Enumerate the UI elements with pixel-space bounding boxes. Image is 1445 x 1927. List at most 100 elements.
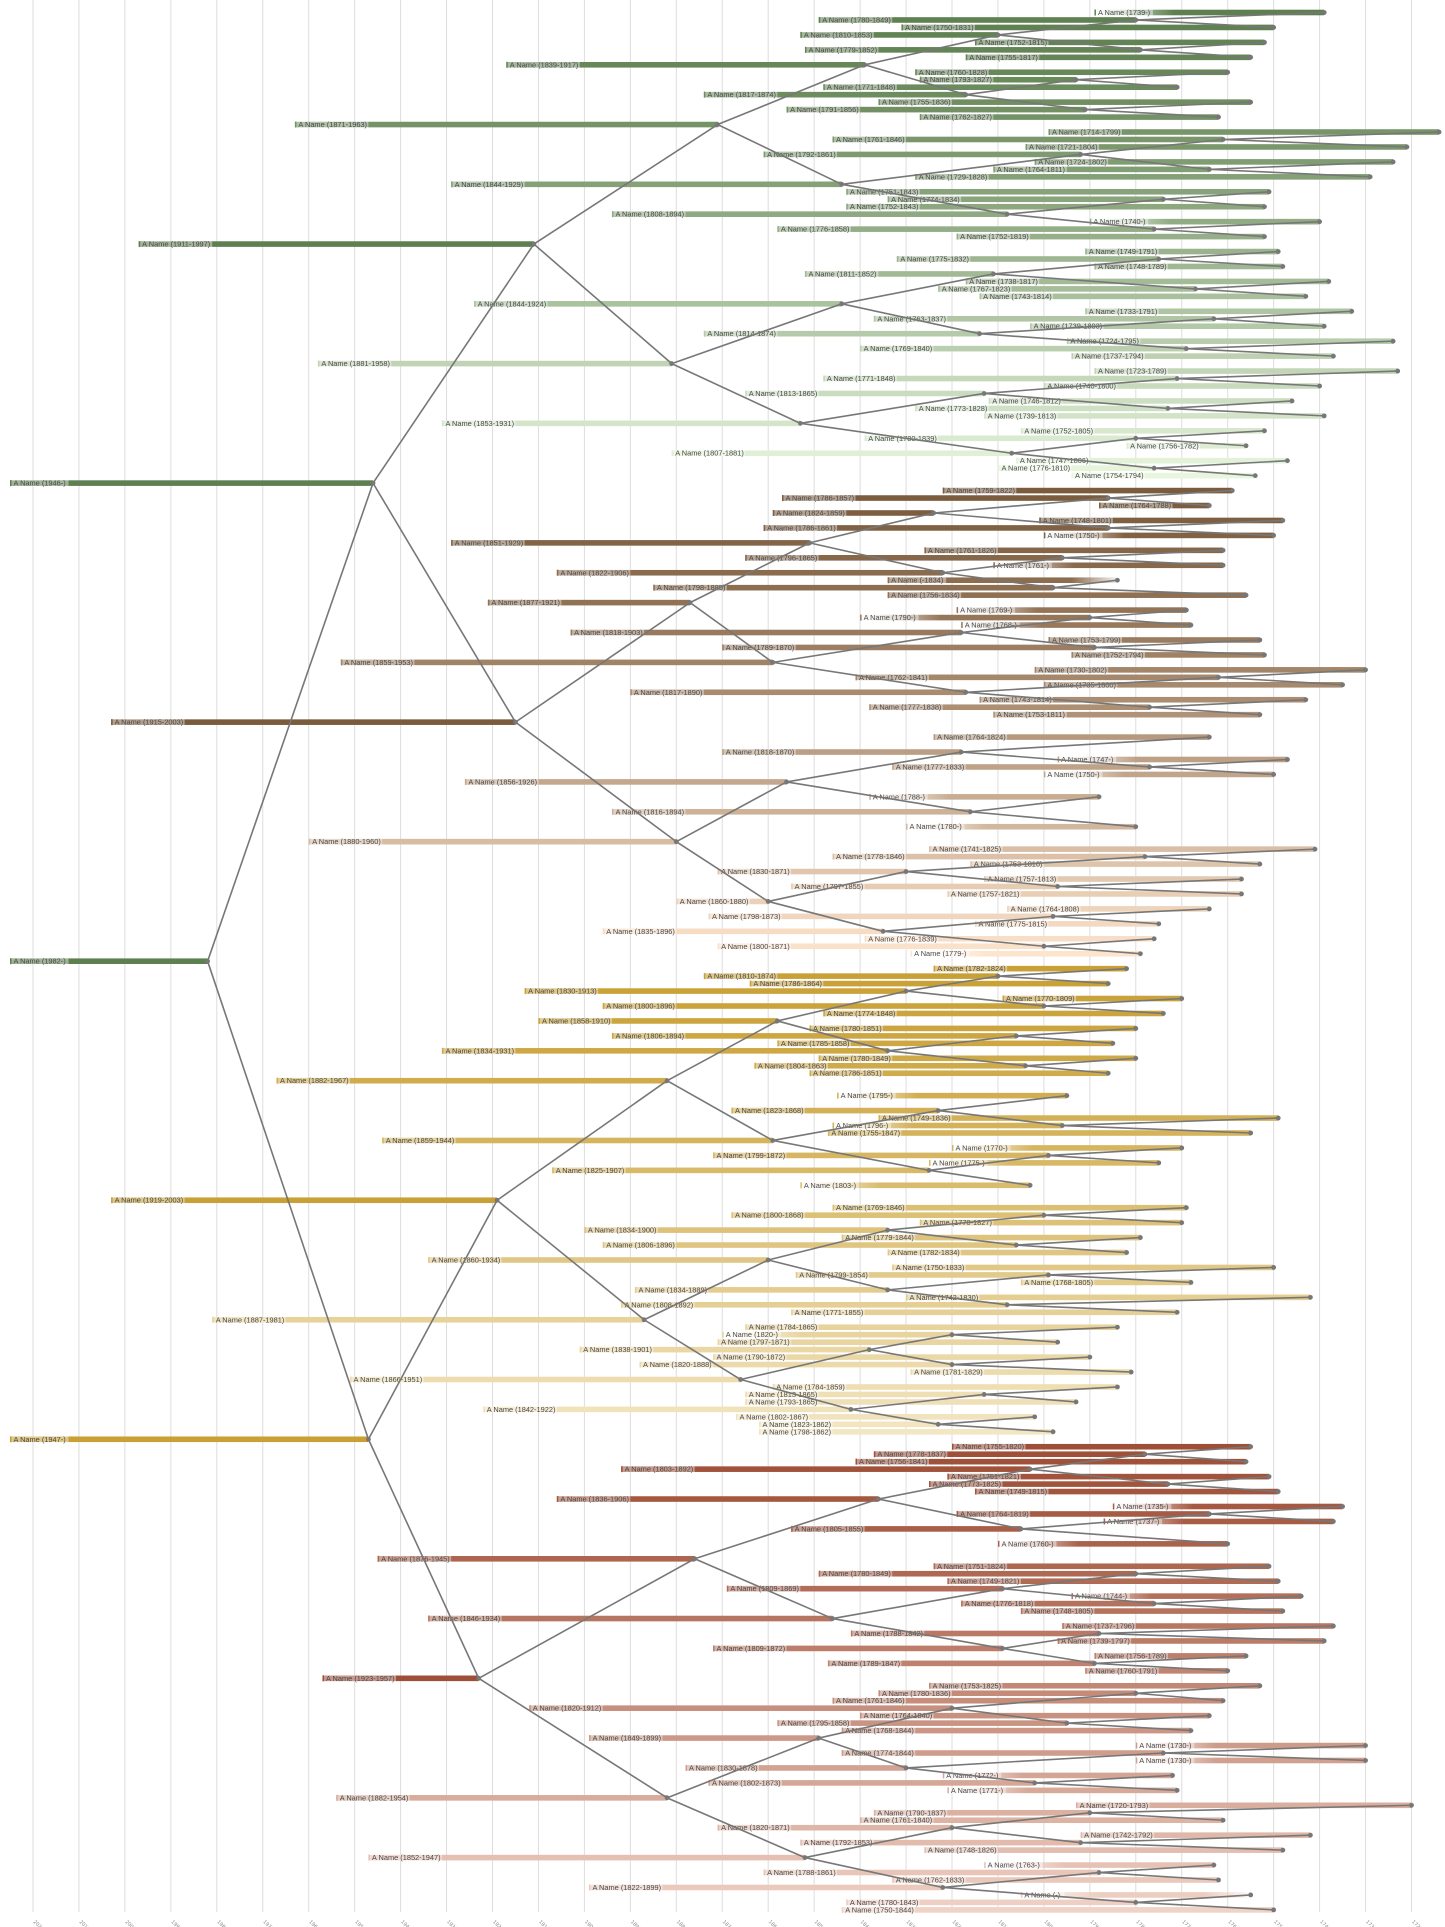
person-bar[interactable] xyxy=(350,1376,741,1383)
person-bar[interactable] xyxy=(1099,502,1210,509)
person-bar[interactable] xyxy=(717,1339,1058,1345)
person-bar[interactable] xyxy=(837,1092,1067,1099)
person-bar[interactable] xyxy=(464,779,787,785)
person-bar[interactable] xyxy=(841,1907,1274,1913)
person-bar[interactable] xyxy=(873,1451,1145,1458)
person-bar[interactable] xyxy=(1034,667,1366,673)
person-bar[interactable] xyxy=(791,1526,1021,1532)
person-bar[interactable] xyxy=(892,1877,1219,1883)
person-bar[interactable] xyxy=(965,54,1251,61)
person-bar[interactable] xyxy=(1057,756,1288,763)
person-bar[interactable] xyxy=(588,1735,819,1741)
person-bar[interactable] xyxy=(832,136,1224,143)
person-bar[interactable] xyxy=(984,413,1325,419)
person-bar[interactable] xyxy=(887,1249,1127,1256)
person-bar[interactable] xyxy=(818,1570,1136,1577)
person-bar[interactable] xyxy=(377,1555,695,1562)
person-bar[interactable] xyxy=(10,958,208,964)
person-bar[interactable] xyxy=(529,1705,952,1711)
person-bar[interactable] xyxy=(832,853,1145,860)
person-bar[interactable] xyxy=(947,1473,1270,1480)
person-bar[interactable] xyxy=(1094,1653,1247,1659)
person-bar[interactable] xyxy=(1071,1593,1302,1599)
person-bar[interactable] xyxy=(1094,368,1398,374)
person-bar[interactable] xyxy=(441,1048,888,1054)
person-bar[interactable] xyxy=(722,644,1095,651)
person-bar[interactable] xyxy=(524,988,907,994)
person-bar[interactable] xyxy=(823,84,1178,90)
person-bar[interactable] xyxy=(487,599,691,606)
person-bar[interactable] xyxy=(984,876,1242,882)
person-bar[interactable] xyxy=(942,1772,1173,1779)
person-bar[interactable] xyxy=(924,1847,1283,1853)
person-bar[interactable] xyxy=(579,1346,870,1353)
person-bar[interactable] xyxy=(855,674,1219,681)
person-bar[interactable] xyxy=(1080,1832,1311,1838)
person-bar[interactable] xyxy=(804,47,1141,53)
person-bar[interactable] xyxy=(974,39,1265,46)
person-bar[interactable] xyxy=(708,1780,1035,1786)
person-bar[interactable] xyxy=(1103,1518,1334,1525)
person-bar[interactable] xyxy=(763,525,1109,531)
person-bar[interactable] xyxy=(138,241,534,247)
person-bar[interactable] xyxy=(809,1070,1109,1077)
person-bar[interactable] xyxy=(887,592,1247,598)
person-bar[interactable] xyxy=(915,405,1168,412)
person-bar[interactable] xyxy=(952,1145,1182,1151)
person-bar[interactable] xyxy=(997,1541,1228,1547)
person-bar[interactable] xyxy=(878,1690,1136,1697)
person-bar[interactable] xyxy=(1016,457,1288,464)
person-bar[interactable] xyxy=(841,1727,1191,1734)
person-bar[interactable] xyxy=(308,838,677,845)
person-bar[interactable] xyxy=(1025,144,1407,150)
person-bar[interactable] xyxy=(1043,532,1274,539)
person-bar[interactable] xyxy=(1112,1503,1343,1510)
person-bar[interactable] xyxy=(800,1839,1081,1846)
person-bar[interactable] xyxy=(1094,263,1283,270)
person-bar[interactable] xyxy=(1043,771,1274,778)
person-bar[interactable] xyxy=(717,1824,952,1831)
person-bar[interactable] xyxy=(933,1563,1270,1570)
person-bar[interactable] xyxy=(924,547,1224,554)
person-bar[interactable] xyxy=(745,390,985,397)
person-bar[interactable] xyxy=(111,1197,498,1204)
person-bar[interactable] xyxy=(970,861,1260,867)
person-bar[interactable] xyxy=(823,1010,1164,1017)
person-bar[interactable] xyxy=(639,1361,952,1368)
person-bar[interactable] xyxy=(864,435,1136,442)
person-bar[interactable] xyxy=(979,293,1306,300)
person-bar[interactable] xyxy=(804,271,994,277)
person-bar[interactable] xyxy=(846,1899,1136,1906)
person-bar[interactable] xyxy=(1030,323,1325,330)
person-bar[interactable] xyxy=(860,614,1090,621)
person-bar[interactable] xyxy=(846,188,1270,195)
person-bar[interactable] xyxy=(841,1750,1164,1756)
person-bar[interactable] xyxy=(621,1302,1008,1308)
person-bar[interactable] xyxy=(621,1466,1031,1472)
person-bar[interactable] xyxy=(1020,1892,1251,1898)
person-bar[interactable] xyxy=(703,330,980,337)
person-bar[interactable] xyxy=(873,1809,1090,1816)
person-bar[interactable] xyxy=(717,868,907,875)
person-bar[interactable] xyxy=(653,584,1054,591)
person-bar[interactable] xyxy=(947,1578,1279,1584)
person-bar[interactable] xyxy=(781,495,1109,501)
person-bar[interactable] xyxy=(717,943,1044,950)
person-bar[interactable] xyxy=(896,256,1159,262)
person-bar[interactable] xyxy=(772,510,934,516)
person-bar[interactable] xyxy=(336,1795,668,1801)
person-bar[interactable] xyxy=(818,1055,1136,1062)
person-bar[interactable] xyxy=(602,928,884,935)
person-bar[interactable] xyxy=(929,846,1316,852)
person-bar[interactable] xyxy=(736,1414,1035,1420)
person-bar[interactable] xyxy=(1135,1757,1366,1764)
person-bar[interactable] xyxy=(1062,1623,1334,1629)
person-bar[interactable] xyxy=(703,973,998,979)
person-bar[interactable] xyxy=(763,151,1081,158)
person-bar[interactable] xyxy=(1089,218,1320,225)
person-bar[interactable] xyxy=(850,1630,1100,1637)
person-bar[interactable] xyxy=(906,1294,1311,1301)
person-bar[interactable] xyxy=(993,562,1224,569)
person-bar[interactable] xyxy=(570,629,962,636)
person-bar[interactable] xyxy=(749,980,1109,987)
